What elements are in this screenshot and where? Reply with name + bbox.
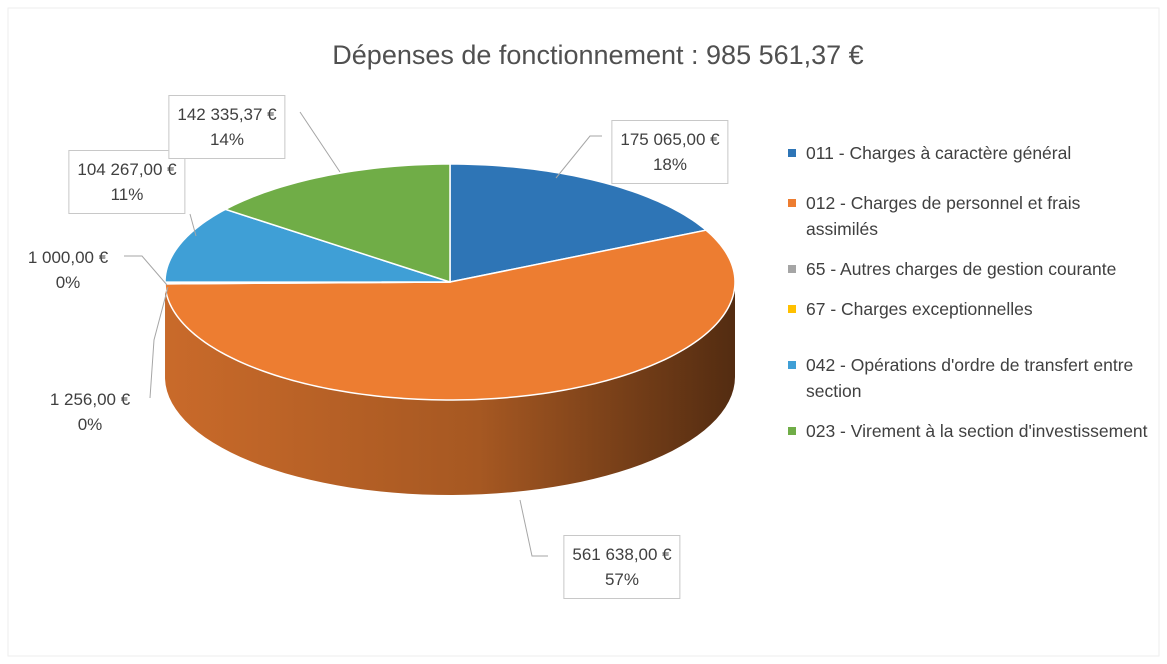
- legend-item: 042 - Opérations d'ordre de transfert en…: [788, 352, 1148, 404]
- percent-label: 18%: [652, 155, 688, 174]
- leader-line: [299, 111, 341, 173]
- slice-side: [165, 282, 735, 495]
- legend-item: 023 - Virement à la section d'investisse…: [788, 418, 1148, 444]
- data-label: 1 000,00 € 0%: [18, 238, 118, 302]
- legend-item: 011 - Charges à caractère général: [788, 140, 1148, 166]
- leader-line: [555, 135, 602, 179]
- data-label: 142 335,37 € 14%: [168, 95, 286, 159]
- legend-swatch: [788, 305, 796, 313]
- value-label: 1 256,00 €: [49, 390, 131, 409]
- legend-item: 67 - Charges exceptionnelles: [788, 296, 1148, 322]
- legend-label: 67 - Charges exceptionnelles: [806, 299, 1033, 319]
- percent-label: 0%: [77, 415, 103, 434]
- legend-swatch: [788, 361, 796, 369]
- value-label: 175 065,00 €: [620, 130, 720, 149]
- data-label: 1 256,00 € 0%: [40, 380, 140, 444]
- legend-swatch: [788, 149, 796, 157]
- leader-line: [519, 499, 548, 557]
- value-label: 1 000,00 €: [27, 248, 109, 267]
- chart-border: [7, 7, 1160, 657]
- legend-label: 012 - Charges de personnel et frais assi…: [806, 193, 1081, 239]
- data-label: 175 065,00 € 18%: [611, 120, 729, 184]
- chart-title: Dépenses de fonctionnement : 985 561,37 …: [332, 40, 863, 70]
- value-label: 104 267,00 €: [77, 160, 177, 179]
- leader-line: [124, 255, 168, 286]
- legend-label: 023 - Virement à la section d'investisse…: [806, 421, 1148, 441]
- slice: [223, 163, 451, 284]
- value-label: 142 335,37 €: [177, 105, 277, 124]
- leader-line: [189, 213, 197, 237]
- legend-label: 011 - Charges à caractère général: [806, 143, 1072, 163]
- percent-label: 57%: [604, 570, 640, 589]
- data-label: 104 267,00 € 11%: [68, 150, 186, 214]
- slice: [164, 208, 451, 283]
- legend-label: 65 - Autres charges de gestion courante: [806, 259, 1117, 279]
- legend-swatch: [788, 199, 796, 207]
- percent-label: 14%: [209, 130, 245, 149]
- legend-item: 012 - Charges de personnel et frais assi…: [788, 190, 1148, 242]
- data-label: 561 638,00 € 57%: [563, 535, 681, 599]
- legend: 011 - Charges à caractère général 012 - C…: [788, 140, 1148, 444]
- slice: [449, 163, 708, 283]
- legend-swatch: [788, 265, 796, 273]
- legend-swatch: [788, 427, 796, 435]
- percent-label: 0%: [55, 273, 81, 292]
- value-label: 561 638,00 €: [572, 545, 672, 564]
- percent-label: 11%: [110, 185, 144, 204]
- legend-item: 65 - Autres charges de gestion courante: [788, 256, 1148, 282]
- slice: [164, 229, 736, 401]
- leader-line: [149, 286, 169, 399]
- legend-label: 042 - Opérations d'ordre de transfert en…: [806, 355, 1134, 401]
